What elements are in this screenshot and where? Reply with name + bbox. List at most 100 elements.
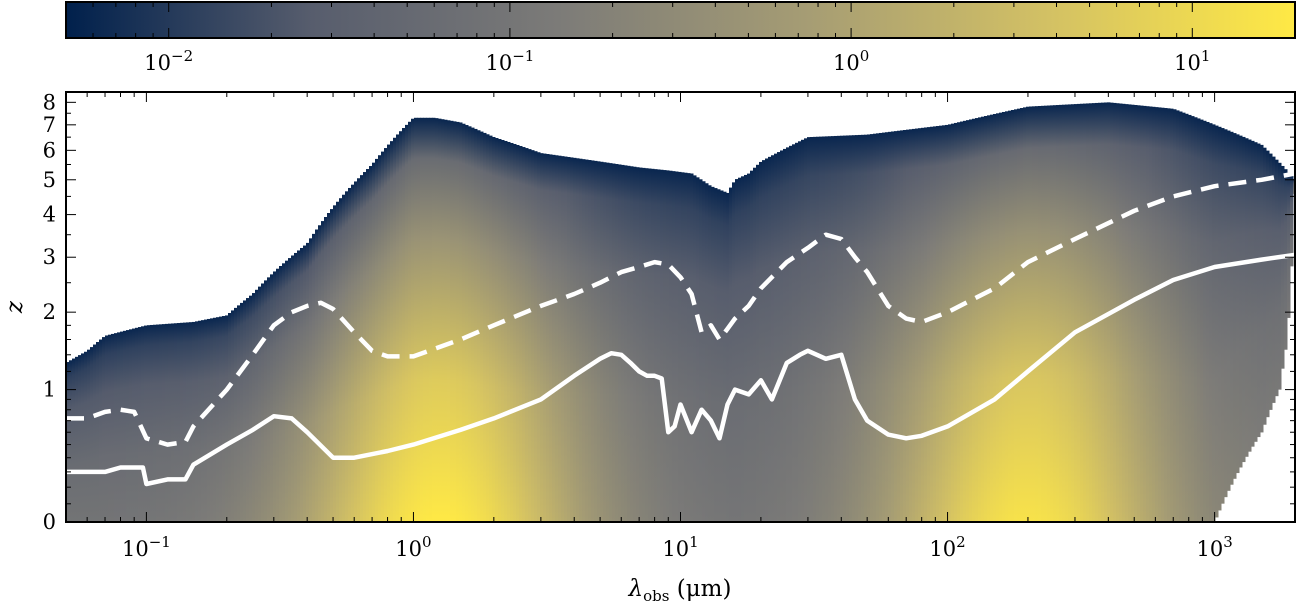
heatmap-column	[969, 119, 973, 522]
x-axis-label-main: λ	[628, 576, 644, 602]
heatmap-column	[966, 120, 970, 522]
heatmap-column	[534, 151, 538, 522]
heatmap-column	[1218, 126, 1222, 511]
heatmap-column	[201, 320, 205, 522]
heatmap-column	[1179, 111, 1183, 522]
heatmap-column	[936, 126, 940, 522]
heatmap-column	[72, 358, 76, 522]
heatmap-column	[1254, 142, 1258, 442]
heatmap-column	[114, 333, 118, 522]
heatmap-column	[684, 172, 688, 522]
y-tick-label: 4	[43, 203, 56, 227]
heatmap-column	[1197, 118, 1201, 522]
heatmap-column	[792, 144, 796, 522]
heatmap-column	[963, 120, 967, 522]
heatmap-column	[174, 323, 178, 522]
heatmap-column	[378, 155, 382, 522]
heatmap-column	[387, 144, 391, 522]
heatmap-column	[699, 179, 703, 522]
heatmap-column	[1089, 103, 1093, 522]
x-tick-label: 103	[1196, 533, 1232, 561]
heatmap-column	[156, 324, 160, 522]
heatmap-column	[243, 300, 247, 522]
heatmap-column	[108, 334, 112, 522]
heatmap-column	[912, 128, 916, 522]
heatmap-column	[939, 125, 943, 522]
heatmap-column	[1143, 105, 1147, 522]
heatmap-column	[456, 121, 460, 522]
heatmap-column	[1086, 103, 1090, 522]
heatmap-column	[153, 324, 157, 522]
heatmap-column	[450, 120, 454, 522]
heatmap-column	[1188, 114, 1192, 522]
heatmap-column	[384, 148, 388, 522]
heatmap-column	[459, 122, 463, 522]
heatmap-column	[93, 344, 97, 522]
heatmap-column	[66, 362, 70, 522]
heatmap-column	[1131, 104, 1135, 522]
heatmap-column	[75, 356, 79, 522]
heatmap-column	[252, 293, 256, 522]
heatmap-column	[258, 286, 262, 522]
heatmap-column	[642, 167, 646, 522]
heatmap-column	[645, 168, 649, 522]
heatmap-column	[549, 154, 553, 522]
heatmap-column	[255, 289, 259, 522]
heatmap-column	[987, 115, 991, 522]
heatmap-column	[594, 160, 598, 522]
heatmap-column	[336, 201, 340, 522]
heatmap-column	[1173, 109, 1177, 522]
heatmap-column	[615, 164, 619, 522]
heatmap-column	[192, 321, 196, 522]
heatmap-column	[1167, 108, 1171, 522]
heatmap-column	[285, 260, 289, 522]
heatmap-column	[327, 213, 331, 522]
heatmap-column	[681, 172, 685, 522]
heatmap-column	[309, 238, 313, 522]
heatmap-column	[882, 132, 886, 522]
heatmap-column	[591, 160, 595, 522]
heatmap-column	[942, 125, 946, 522]
heatmap-column	[933, 126, 937, 522]
heatmap-column	[1284, 169, 1288, 350]
heatmap-column	[624, 165, 628, 522]
heatmap-column	[195, 321, 199, 522]
heatmap-column	[237, 305, 241, 522]
heatmap-column	[768, 156, 772, 522]
x-axis-label-sub: obs	[643, 587, 669, 605]
heatmap-column	[126, 330, 130, 522]
heatmap-column	[369, 166, 373, 522]
heatmap-column	[654, 169, 658, 522]
heatmap-column	[750, 170, 754, 522]
heatmap-column	[888, 131, 892, 522]
heatmap-column	[777, 152, 781, 522]
heatmap-column	[960, 121, 964, 522]
heatmap-column	[291, 255, 295, 522]
heatmap-column	[228, 313, 232, 522]
heatmap-column	[168, 323, 172, 522]
heatmap-column	[1248, 139, 1252, 452]
heatmap-column	[1122, 103, 1126, 522]
heatmap-column	[807, 137, 811, 522]
heatmap-column	[1140, 105, 1144, 522]
heatmap-column	[1221, 128, 1225, 504]
heatmap-column	[546, 154, 550, 522]
heatmap-column	[408, 121, 412, 522]
heatmap-column	[1245, 138, 1249, 457]
heatmap-column	[84, 351, 88, 522]
heatmap-column	[1023, 107, 1027, 522]
heatmap-column	[1164, 108, 1168, 522]
heatmap-column	[120, 331, 124, 522]
heatmap-column	[444, 119, 448, 522]
heatmap-column	[1176, 110, 1180, 522]
heatmap-column	[360, 175, 364, 522]
heatmap-column	[858, 134, 862, 522]
heatmap-column	[483, 132, 487, 522]
heatmap-column	[96, 342, 100, 522]
heatmap-column	[1119, 103, 1123, 522]
y-axis-label: z	[2, 300, 28, 314]
heatmap-column	[555, 155, 559, 522]
x-tick-label: 10−1	[122, 533, 171, 561]
heatmap-column	[627, 165, 631, 522]
